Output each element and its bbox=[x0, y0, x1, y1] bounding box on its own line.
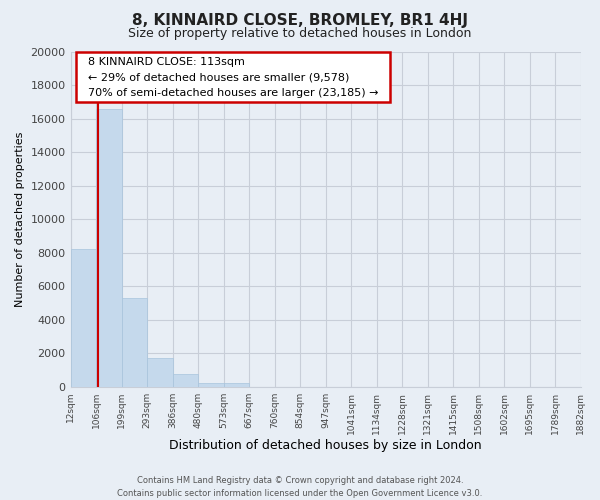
Bar bbox=[198, 383, 224, 387]
X-axis label: Distribution of detached houses by size in London: Distribution of detached houses by size … bbox=[169, 440, 482, 452]
Y-axis label: Number of detached properties: Number of detached properties bbox=[15, 132, 25, 307]
Text: 8 KINNAIRD CLOSE: 113sqm
  ← 29% of detached houses are smaller (9,578)
  70% of: 8 KINNAIRD CLOSE: 113sqm ← 29% of detach… bbox=[81, 56, 385, 98]
Bar bbox=[173, 374, 198, 387]
Bar bbox=[96, 108, 122, 387]
Text: 8, KINNAIRD CLOSE, BROMLEY, BR1 4HJ: 8, KINNAIRD CLOSE, BROMLEY, BR1 4HJ bbox=[132, 12, 468, 28]
Text: Size of property relative to detached houses in London: Size of property relative to detached ho… bbox=[128, 28, 472, 40]
Text: Contains HM Land Registry data © Crown copyright and database right 2024.
Contai: Contains HM Land Registry data © Crown c… bbox=[118, 476, 482, 498]
Bar bbox=[224, 382, 249, 387]
Bar bbox=[147, 358, 173, 387]
Bar bbox=[122, 298, 147, 387]
Bar bbox=[71, 250, 96, 387]
